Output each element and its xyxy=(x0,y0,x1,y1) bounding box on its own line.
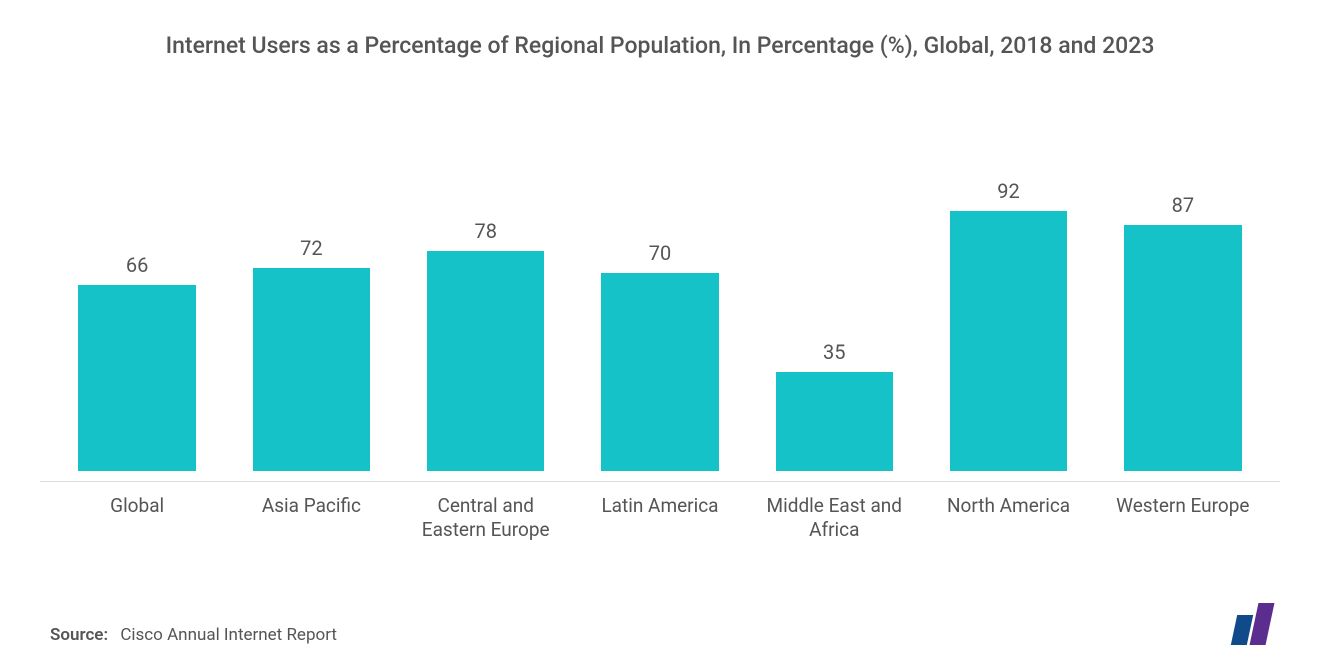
logo-bar-2 xyxy=(1250,603,1275,645)
bar-value-label: 78 xyxy=(474,219,496,243)
bar xyxy=(253,268,370,471)
bar-value-label: 92 xyxy=(997,179,1019,203)
bar-value-label: 70 xyxy=(649,241,671,265)
category-label: North America xyxy=(929,494,1088,543)
category-labels-row: Global Asia Pacific Central and Eastern … xyxy=(40,482,1280,543)
chart-plot-area: 66 72 78 70 35 92 87 xyxy=(40,111,1280,482)
bar-group: 78 xyxy=(406,219,565,471)
category-label: Latin America xyxy=(581,494,740,543)
bar xyxy=(601,273,718,471)
bar xyxy=(950,211,1067,471)
category-label: Central and Eastern Europe xyxy=(406,494,565,543)
bar xyxy=(427,251,544,471)
bar-group: 66 xyxy=(58,253,217,471)
category-label: Global xyxy=(58,494,217,543)
bar xyxy=(1124,225,1241,471)
category-label: Middle East and Africa xyxy=(755,494,914,543)
bar xyxy=(776,372,893,471)
source-text: Cisco Annual Internet Report xyxy=(120,625,337,645)
chart-container: Internet Users as a Percentage of Region… xyxy=(0,0,1320,665)
bar xyxy=(78,285,195,471)
category-label: Western Europe xyxy=(1104,494,1263,543)
bar-group: 35 xyxy=(755,340,914,471)
category-label: Asia Pacific xyxy=(232,494,391,543)
brand-logo-icon xyxy=(1234,603,1270,645)
chart-footer: Source: Cisco Annual Internet Report xyxy=(40,603,1280,645)
source-attribution: Source: Cisco Annual Internet Report xyxy=(50,625,337,645)
bar-group: 70 xyxy=(581,241,740,471)
bar-value-label: 66 xyxy=(126,253,148,277)
chart-title: Internet Users as a Percentage of Region… xyxy=(40,30,1280,61)
bar-group: 87 xyxy=(1104,193,1263,471)
bar-value-label: 72 xyxy=(300,236,322,260)
bar-group: 72 xyxy=(232,236,391,471)
bar-value-label: 87 xyxy=(1172,193,1194,217)
bar-value-label: 35 xyxy=(823,340,845,364)
source-label: Source: xyxy=(50,625,108,645)
bar-group: 92 xyxy=(929,179,1088,471)
